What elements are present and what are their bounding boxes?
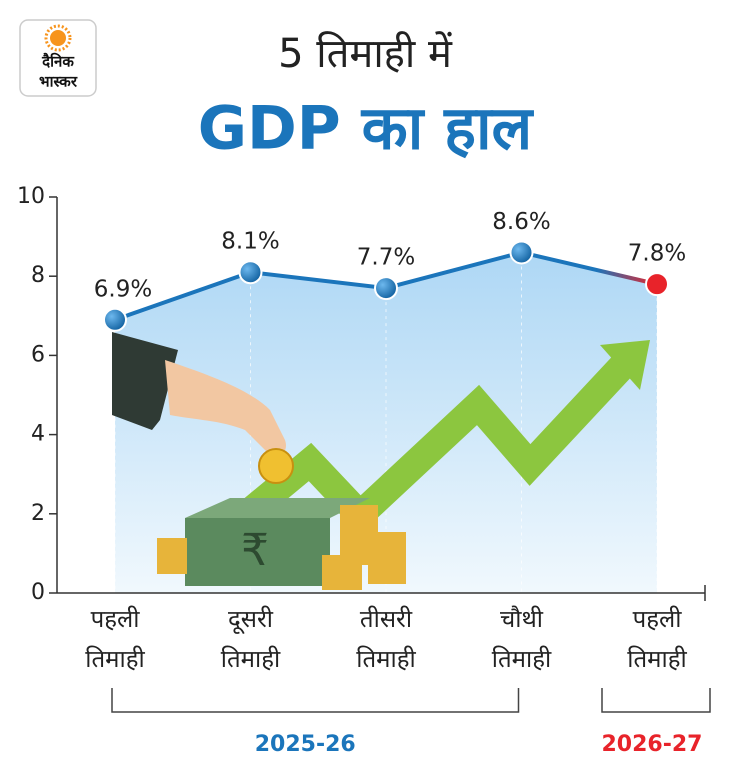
chart-subtitle: GDP का हाल (198, 94, 535, 164)
value-label: 6.9% (94, 276, 152, 302)
x-tick-label: चौथी (500, 605, 544, 633)
value-label: 8.6% (492, 209, 550, 235)
y-tick-label: 6 (31, 342, 45, 367)
y-tick-label: 10 (17, 184, 45, 209)
x-tick-label: तिमाही (356, 645, 416, 673)
x-tick-label: तिमाही (492, 645, 552, 673)
coin (258, 448, 294, 484)
logo-box (19, 19, 97, 97)
logo-sun (50, 30, 66, 46)
x-tick-label: पहली (91, 605, 141, 633)
x-tick-label: दूसरी (228, 605, 274, 635)
point (103, 307, 127, 332)
point (645, 272, 669, 297)
value-label: 7.7% (357, 245, 415, 271)
logo: दैनिक भास्कर (19, 19, 97, 97)
y-tick-label: 0 (31, 580, 45, 605)
point (374, 276, 398, 301)
x-tick-label: तिमाही (85, 645, 145, 673)
y-tick-label: 8 (31, 263, 45, 288)
group-label: 2026-27 (602, 732, 703, 757)
money-box (185, 518, 330, 586)
hand (165, 360, 286, 456)
value-label: 7.8% (628, 241, 686, 267)
logo-text: भास्कर (39, 73, 78, 91)
coin-stack (157, 538, 187, 574)
y-tick-label: 4 (31, 422, 45, 447)
value-label: 8.1% (221, 229, 279, 255)
group-label: 2025-26 (255, 732, 356, 757)
arrow-head (600, 340, 650, 390)
y-tick-label: 2 (31, 501, 45, 526)
x-tick-label: तिमाही (627, 645, 687, 673)
point (238, 260, 263, 285)
money-box-top (185, 498, 370, 518)
hand-sleeve (112, 332, 178, 430)
x-tick-label: तिमाही (221, 645, 281, 673)
point (509, 240, 534, 265)
group-bracket (601, 688, 711, 713)
logo-text: दैनिक (41, 53, 75, 71)
illustration: ₹ (112, 332, 650, 590)
x-tick-label: तीसरी (360, 605, 413, 633)
logo-rays (44, 24, 72, 52)
chart-title: 5 तिमाही में (278, 31, 453, 77)
coin-stack (368, 532, 406, 584)
rupee-sign: ₹ (241, 525, 269, 576)
growth-arrow (231, 350, 639, 535)
plot: 0 2 4 6 8 10 6.9% 8.1% 7.7% 8.6% 7.8% पहली तिमाही दूस… (17, 184, 711, 757)
group-bracket (111, 688, 520, 713)
x-tick-label: पहली (633, 605, 683, 633)
